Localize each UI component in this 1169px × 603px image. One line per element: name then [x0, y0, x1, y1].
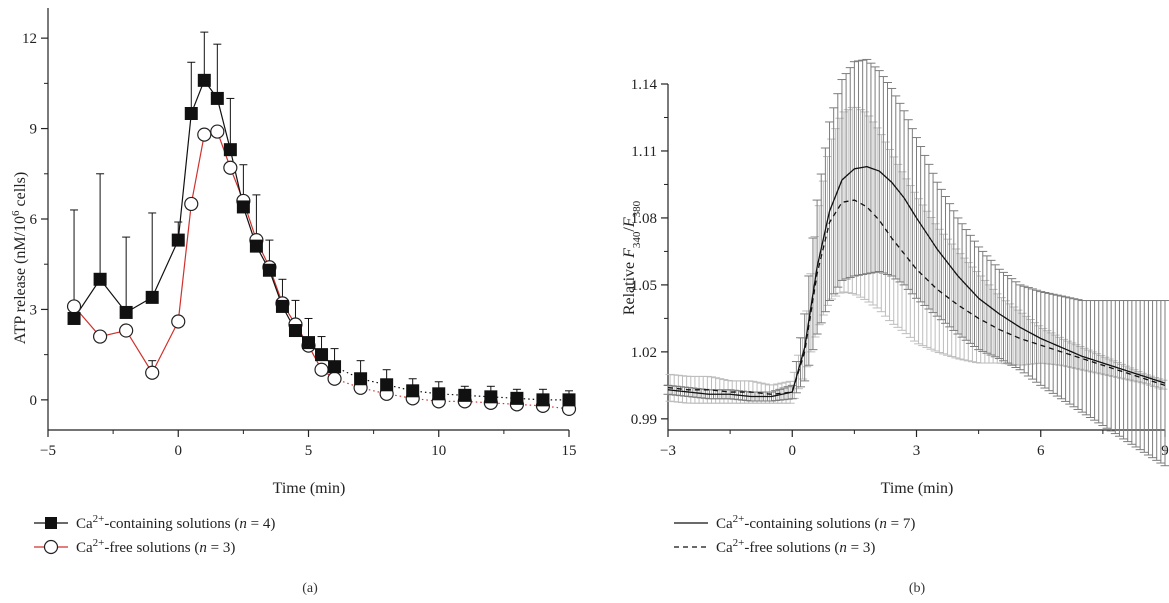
panel-a-ca-containing-legend-marker [45, 517, 57, 529]
ca-containing-point [315, 348, 329, 362]
panel-b-series [663, 58, 1169, 467]
panel-a-x-axis-label: Time (min) [273, 480, 346, 497]
ca-containing-point [562, 393, 576, 407]
ca-containing-point [484, 390, 498, 404]
ca-containing-point [93, 272, 107, 286]
panel-b-x-tick-label: 6 [1037, 443, 1045, 459]
ca-free-point [66, 299, 82, 314]
ca-free-b-line [667, 199, 1166, 395]
panel-b-y-tick-label: 1.11 [631, 144, 657, 160]
ca-containing-point [119, 305, 133, 319]
panel-a-y-tick-label: 6 [30, 212, 38, 228]
panel-b-x-tick-label: −3 [660, 443, 676, 459]
panel-a-y-tick-label: 12 [22, 31, 37, 47]
panel-a-x-tick-label: 10 [431, 443, 446, 459]
panel-b-y-tick-label: 0.99 [631, 412, 657, 428]
panel-a-x-tick-label: −5 [40, 443, 56, 459]
panel-b-tick-labels: −303690.991.021.051.081.111.14 [631, 77, 1169, 459]
ca-containing-point [184, 107, 198, 120]
panel-b-x-tick-label: 3 [913, 443, 921, 459]
panel-a-ca-free-legend-text: Ca2+-free solutions (n = 3) [76, 537, 235, 556]
panel-b-y-tick-label: 1.05 [631, 278, 657, 294]
ca-containing-point [432, 387, 446, 401]
ca-containing-point [406, 384, 420, 398]
ca-free-point [210, 124, 225, 139]
panel-a-ca-free-legend-marker [43, 539, 59, 555]
panel-a-chart: −5 0 5 10 15 0 3 6 9 12 Time (min) ATP release (n… [10, 8, 577, 596]
ca-free-point [197, 127, 212, 142]
panel-a-y-tick-label: 0 [30, 393, 38, 409]
panel-b-chart: −303690.991.021.051.081.111.14 Time (min… [621, 58, 1169, 596]
ca-containing-point [354, 372, 368, 386]
ca-containing-b-line [667, 165, 1166, 398]
panel-a-tick-labels: −5 0 5 10 15 0 3 6 9 12 [22, 31, 577, 459]
ca-free-point [223, 160, 238, 175]
ca-free-point [92, 329, 108, 344]
panel-a-x-tick-label: 15 [562, 443, 577, 459]
panel-a-series [66, 31, 577, 416]
panel-a-y-axis-label: ATP release (nM/106 cells) [10, 172, 29, 344]
ca-containing-point [510, 391, 524, 405]
panel-a-x-tick-label: 5 [305, 443, 313, 459]
ca-containing-point [288, 324, 302, 338]
panel-a-label: (a) [302, 581, 318, 596]
ca-containing-point [262, 263, 276, 277]
ca-free-series-line-dotted [334, 378, 570, 410]
ca-containing-point [302, 336, 315, 350]
panel-a-x-tick-label: 0 [175, 443, 183, 459]
ca-containing-point [236, 200, 250, 214]
panel-a-ca-containing-legend-text: Ca2+-containing solutions (n = 4) [76, 513, 275, 532]
ca-free-point [314, 362, 329, 377]
panel-b-y-axis-label: Relative F340/F380 [621, 200, 643, 315]
ca-containing-point [275, 299, 289, 313]
ca-free-point [184, 196, 199, 212]
ca-free-point [171, 314, 186, 329]
ca-containing-series-line-dotted [334, 366, 569, 401]
panel-b-label: (b) [909, 581, 926, 596]
ca-free-point [145, 365, 160, 380]
panel-b-ca-containing-legend-text: Ca2+-containing solutions (n = 7) [716, 513, 915, 532]
ca-containing-point [249, 239, 263, 253]
ca-containing-point [171, 233, 185, 247]
ca-containing-point [458, 388, 472, 402]
panel-a-y-tick-label: 9 [30, 122, 38, 138]
ca-containing-point [210, 91, 224, 105]
panel-a-axes [41, 8, 570, 437]
panel-b-ca-free-legend-text: Ca2+-free solutions (n = 3) [716, 537, 875, 556]
ca-free-series-line [73, 130, 335, 380]
ca-containing-point [328, 360, 342, 374]
panel-b-y-tick-label: 1.08 [631, 211, 657, 227]
panel-b-y-tick-label: 1.02 [631, 345, 657, 361]
ca-containing-point [197, 73, 211, 87]
panel-b-legend: Ca2+-containing solutions (n = 7) Ca2+-fr… [674, 513, 915, 556]
ca-free-point [327, 371, 342, 386]
panel-a-y-tick-label: 3 [30, 302, 38, 318]
ca-containing-point [145, 290, 159, 304]
panel-b-x-tick-label: 0 [789, 443, 797, 459]
ca-containing-point [67, 311, 81, 325]
ca-containing-point [536, 393, 550, 407]
ca-free-point [119, 323, 134, 338]
ca-containing-point [380, 378, 394, 392]
panel-b-y-tick-label: 1.14 [631, 77, 658, 93]
ca-containing-point [223, 143, 237, 157]
panel-a-legend: Ca2+-containing solutions (n = 4) Ca2+-fr… [34, 513, 275, 556]
panel-b-x-axis-label: Time (min) [881, 480, 954, 497]
